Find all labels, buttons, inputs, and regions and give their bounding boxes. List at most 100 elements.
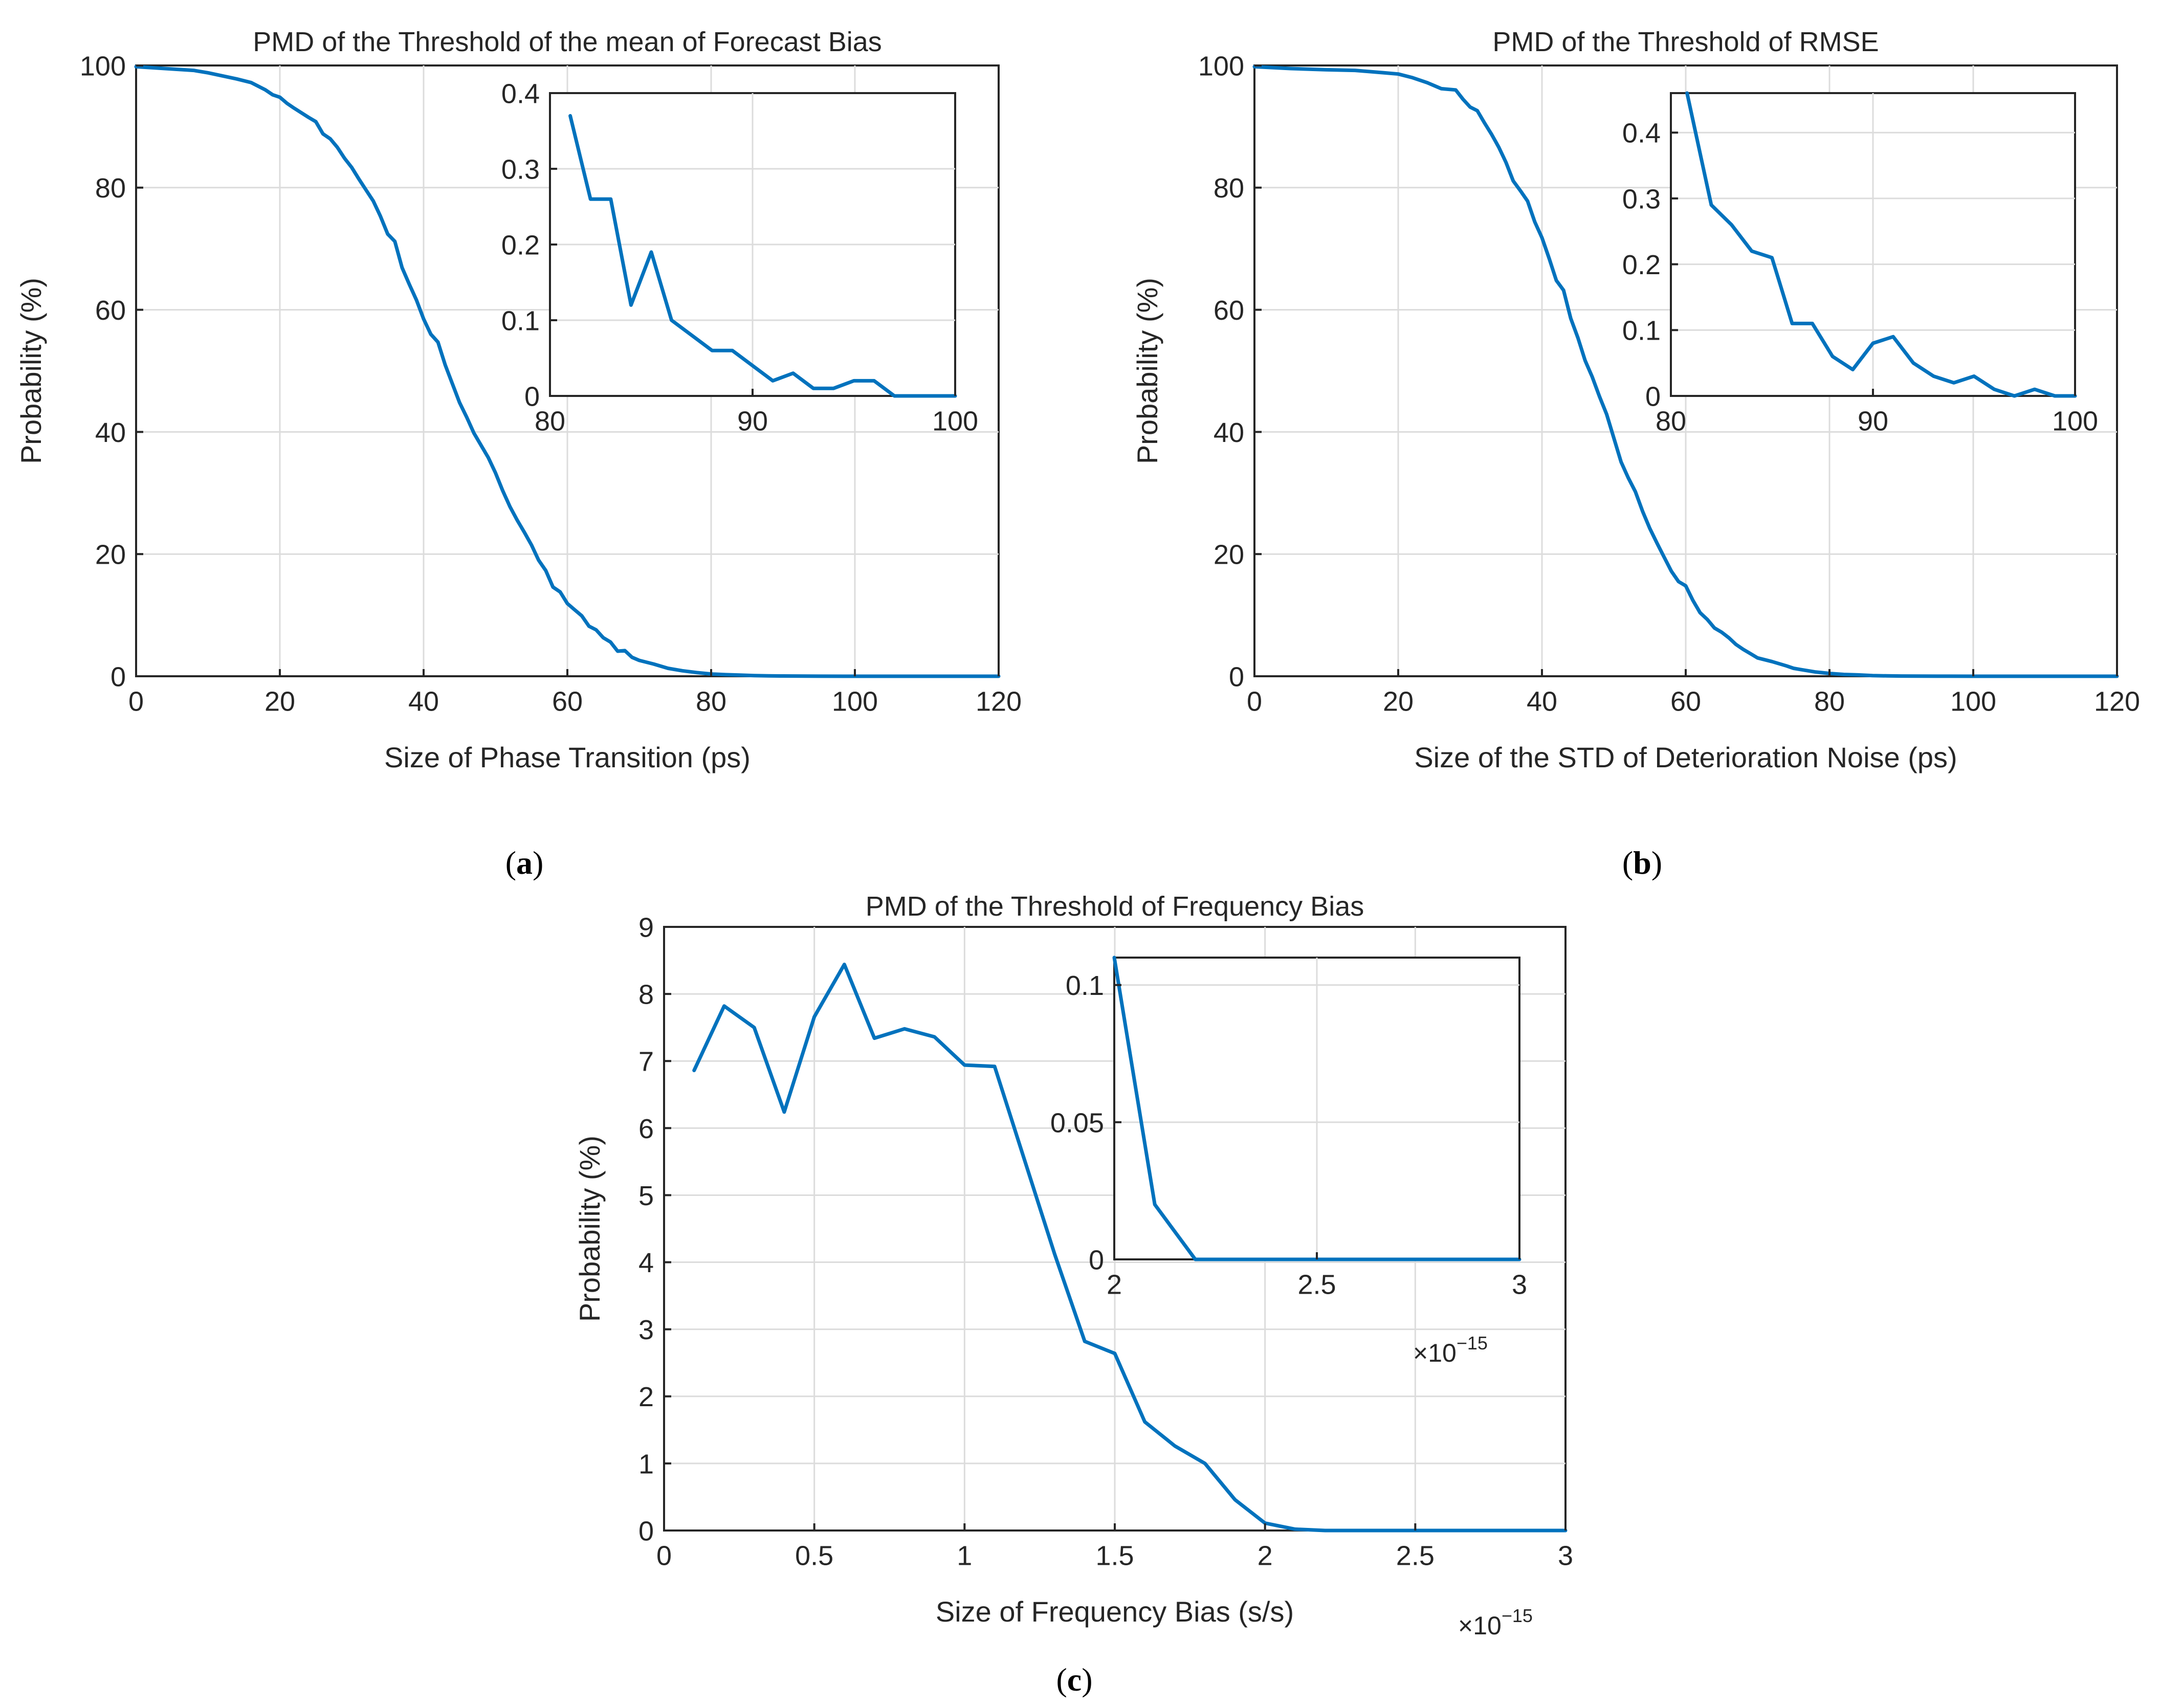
panel-c-x-tick-label: 3 xyxy=(1558,1541,1573,1571)
panel-a-inset-y-tick-label: 0.1 xyxy=(501,305,540,336)
panel-a-x-tick-label: 40 xyxy=(408,686,439,717)
panel-c-series-line xyxy=(692,962,1568,1533)
panel-a-y-tick-label: 0 xyxy=(111,661,126,692)
panel-c-x-tick-label: 2 xyxy=(1258,1541,1273,1571)
panel-a-inset-x-tick-label: 90 xyxy=(737,406,768,437)
panel-c-inset-y-tick-label: 0 xyxy=(1089,1245,1104,1275)
panel-a-inset-y-tick-label: 0.4 xyxy=(501,78,540,109)
panel-b-y-tick-label: 0 xyxy=(1229,661,1244,692)
panel-c-y-tick-label: 3 xyxy=(638,1315,654,1345)
panel-c-x-tick-label: 1 xyxy=(957,1541,972,1571)
panel-a-x-tick-label: 60 xyxy=(552,686,583,717)
panel-b-inset-x-tick-label: 100 xyxy=(2052,406,2098,437)
panel-a-inset-x-tick-label: 80 xyxy=(535,406,565,437)
panel-c-x-multiplier-exp: −15 xyxy=(1502,1605,1533,1626)
panel-c-series xyxy=(692,962,1568,1533)
panel-a-y-tick-label: 20 xyxy=(95,540,126,570)
panel-b-y-tick-label: 80 xyxy=(1214,173,1244,204)
panel-b-x-tick-label: 40 xyxy=(1527,686,1557,717)
panel-a-inset-ticks: 80 90 100 0 0.1 0.2 0.3 0.4 xyxy=(501,78,978,436)
panel-a-inset-grid xyxy=(550,93,955,396)
panel-a-y-axis-label: Probability (%) xyxy=(15,278,47,464)
panel-b-inset-x-tick-label: 80 xyxy=(1656,406,1686,437)
panel-c-y-tick-label: 5 xyxy=(638,1181,654,1211)
panel-a-title: PMD of the Threshold of the mean of Fore… xyxy=(253,27,882,57)
panel-a-inset-series xyxy=(568,114,957,398)
panel-a-x-axis-label: Size of Phase Transition (ps) xyxy=(384,741,751,773)
panel-b-y-axis-label: Probability (%) xyxy=(1131,278,1163,464)
panel-b-ticks: 0 20 40 60 80 100 120 0 20 40 60 80 100 xyxy=(1198,51,2140,717)
panel-c-y-tick-label: 2 xyxy=(638,1382,654,1412)
panel-b: 0 20 40 60 80 100 120 0 20 40 60 80 100 PMD of the T… xyxy=(1131,27,2140,881)
panel-c-inset-x-multiplier-base: ×10 xyxy=(1413,1339,1457,1367)
panel-b-x-tick-label: 20 xyxy=(1383,686,1414,717)
panel-b-series-line xyxy=(1252,64,2119,678)
panel-c-inset-x-tick-label: 2.5 xyxy=(1297,1270,1336,1300)
panel-b-inset-ticks: 80 90 100 0 0.1 0.2 0.3 0.4 xyxy=(1622,118,2098,437)
panel-a-series-line xyxy=(134,64,1001,678)
panel-a-inset-series-line xyxy=(568,114,957,398)
panel-b-inset-series xyxy=(1685,91,2077,398)
panel-b-caption: (b) xyxy=(1622,845,1662,881)
panel-a-inset-y-tick-label: 0 xyxy=(524,381,540,412)
panel-c-ticks: 0 0.5 1 1.5 2 2.5 3 0 1 2 3 4 5 6 7 8 9 xyxy=(638,912,1573,1571)
panel-c-inset-ticks: 2 2.5 3 0 0.05 0.1 xyxy=(1050,970,1527,1300)
panel-b-inset-x-tick-label: 90 xyxy=(1858,406,1888,437)
panel-c: 0 0.5 1 1.5 2 2.5 3 0 1 2 3 4 5 6 7 8 9 PMD of the Thres… xyxy=(574,891,1573,1698)
panel-b-series xyxy=(1252,64,2119,678)
panel-a-y-tick-label: 40 xyxy=(95,417,126,448)
panel-a-inset-y-tick-label: 0.2 xyxy=(501,230,540,260)
panel-c-x-multiplier-base: ×10 xyxy=(1458,1611,1502,1640)
panel-c-x-axis-label: Size of Frequency Bias (s/s) xyxy=(936,1595,1294,1628)
panel-a-x-tick-label: 20 xyxy=(264,686,295,717)
panel-a-y-tick-label: 100 xyxy=(80,51,126,81)
panel-c-inset-y-tick-label: 0.05 xyxy=(1050,1107,1104,1138)
panel-a-x-tick-label: 0 xyxy=(128,686,144,717)
panel-b-inset-y-tick-label: 0.3 xyxy=(1622,184,1661,214)
panel-c-title: PMD of the Threshold of Frequency Bias xyxy=(866,891,1364,922)
panel-b-x-tick-label: 100 xyxy=(1950,686,1996,717)
panel-c-y-tick-label: 1 xyxy=(638,1449,654,1479)
panel-c-y-tick-label: 8 xyxy=(638,980,654,1010)
panel-b-inset-y-tick-label: 0 xyxy=(1645,381,1661,412)
panel-b-y-tick-label: 20 xyxy=(1214,540,1244,570)
panel-c-y-axis-label: Probability (%) xyxy=(574,1136,606,1322)
panel-b-x-tick-label: 60 xyxy=(1670,686,1701,717)
panel-b-y-tick-label: 60 xyxy=(1214,295,1244,326)
panel-c-y-tick-label: 0 xyxy=(638,1516,654,1546)
panel-a-x-tick-label: 100 xyxy=(832,686,878,717)
panel-c-y-tick-label: 7 xyxy=(638,1047,654,1077)
panel-c-caption: (c) xyxy=(1056,1661,1092,1698)
panel-b-x-tick-label: 80 xyxy=(1814,686,1845,717)
panel-b-x-tick-label: 0 xyxy=(1247,686,1262,717)
panel-c-x-multiplier: ×10−15 xyxy=(1458,1605,1533,1640)
panel-b-x-axis-label: Size of the STD of Deterioration Noise (… xyxy=(1414,741,1957,773)
panel-b-y-tick-label: 40 xyxy=(1214,417,1244,448)
panel-c-inset-y-tick-label: 0.1 xyxy=(1066,970,1104,1001)
panel-b-inset-y-tick-label: 0.4 xyxy=(1622,118,1661,149)
panel-a-y-tick-label: 80 xyxy=(95,173,126,204)
panel-c-y-tick-label: 4 xyxy=(638,1248,654,1278)
panel-c-x-tick-label: 2.5 xyxy=(1396,1541,1435,1571)
panel-a-inset-x-tick-label: 100 xyxy=(932,406,978,437)
panel-a-inset-y-tick-label: 0.3 xyxy=(501,154,540,185)
panel-c-x-tick-label: 1.5 xyxy=(1095,1541,1134,1571)
panel-c-inset-x-tick-label: 3 xyxy=(1512,1270,1527,1300)
panel-c-inset-x-tick-label: 2 xyxy=(1107,1270,1122,1300)
panel-a-x-tick-label: 80 xyxy=(696,686,726,717)
panel-b-y-tick-label: 100 xyxy=(1198,51,1244,81)
panel-c-y-tick-label: 9 xyxy=(638,912,654,943)
panel-b-title: PMD of the Threshold of RMSE xyxy=(1492,27,1879,57)
panel-b-x-tick-label: 120 xyxy=(2094,686,2140,717)
panel-b-inset-series-line xyxy=(1685,91,2077,398)
panel-a-ticks: 0 20 40 60 80 100 120 0 20 40 60 80 100 xyxy=(80,51,1022,717)
panel-b-inset-y-tick-label: 0.1 xyxy=(1622,316,1661,346)
panel-b-inset-y-tick-label: 0.2 xyxy=(1622,250,1661,280)
panel-a-x-tick-label: 120 xyxy=(976,686,1022,717)
panel-c-inset-grid xyxy=(1114,958,1519,1259)
panel-c-x-tick-label: 0.5 xyxy=(795,1541,833,1571)
panel-a-series xyxy=(134,64,1001,678)
panel-c-inset-x-multiplier: ×10−15 xyxy=(1413,1333,1488,1367)
panel-c-inset-x-multiplier-exp: −15 xyxy=(1457,1333,1488,1354)
